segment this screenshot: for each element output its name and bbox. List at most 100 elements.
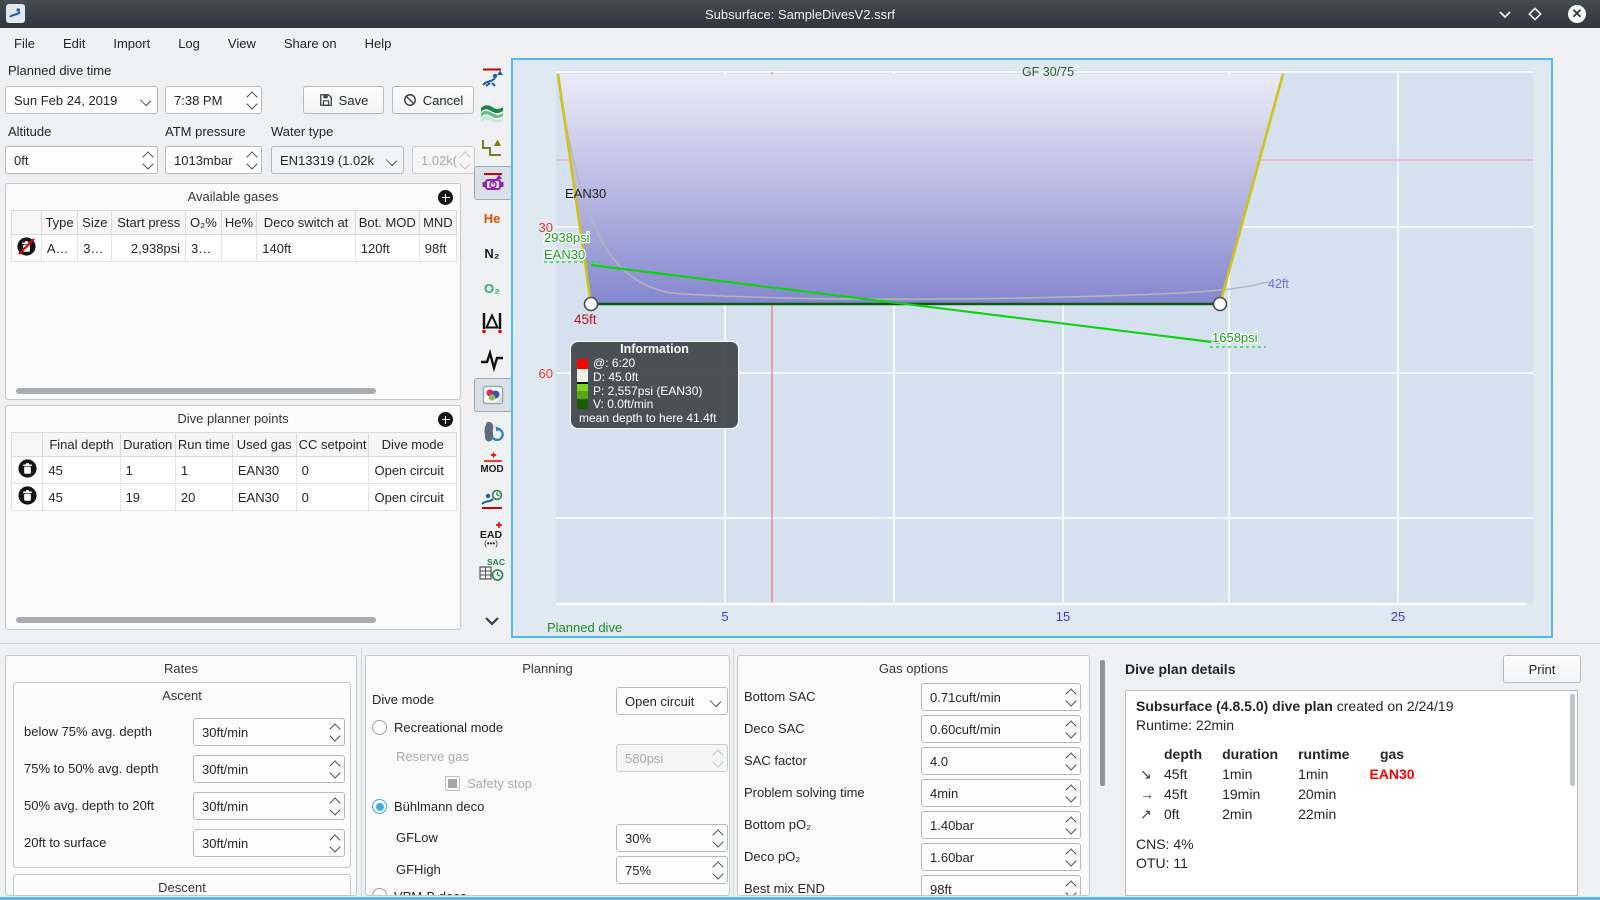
save-button[interactable]: Save [303,86,384,114]
toolbar-button-heartrate[interactable] [474,344,510,376]
toolbar-button-ndl-tts[interactable] [474,484,510,516]
print-button[interactable]: Print [1503,655,1581,683]
toolbar-button-tank-bar[interactable] [474,306,510,338]
table-cell[interactable]: 22min [1298,806,1337,822]
menu-import[interactable]: Import [113,35,151,51]
bottom-po2-spinbox[interactable]: 1.40bar [921,811,1081,839]
options-vscrollbar[interactable] [1100,660,1105,786]
table-cell[interactable]: 45 [42,483,121,511]
table-cell[interactable]: ↘ [1140,766,1152,782]
altitude-spinbox[interactable]: 0ft [5,146,158,174]
toolbar-button-ead[interactable]: EAD (•••) [474,519,510,551]
toolbar-button-dive-plan[interactable] [474,62,510,94]
buhlmann-deco-radio[interactable] [372,799,387,814]
column-header[interactable]: Used gas [231,432,297,457]
plan-vscrollbar[interactable] [1570,694,1575,786]
planner-handle[interactable] [583,296,599,312]
delete-row-button[interactable] [11,234,42,262]
safety-stop-checkbox[interactable] [445,776,460,791]
spin-arrows-icon[interactable] [142,147,154,173]
toolbar-button-ceiling[interactable] [474,132,510,164]
titlebar[interactable]: Subsurface: SampleDivesV2.ssrf ✕ [0,0,1600,28]
add-point-button[interactable] [438,412,453,427]
table-cell[interactable]: 1 [174,456,233,484]
atm-pressure-spinbox[interactable]: 1013mbar [165,146,262,174]
table-cell[interactable]: EAN30 [231,456,297,484]
toolbar-button-mod[interactable]: MOD [474,449,510,481]
menu-log[interactable]: Log [178,35,200,51]
gflow-spinbox[interactable]: 30% [616,824,728,852]
table-cell[interactable] [1359,785,1424,805]
dive-mode-combo[interactable]: Open circuit [616,687,728,715]
spin-arrows-icon[interactable] [246,87,258,113]
problem-time-spinbox[interactable]: 4min [921,779,1081,807]
table-cell[interactable]: 3… [185,234,222,262]
column-header[interactable]: depth [1164,746,1203,762]
table-cell[interactable]: 19min [1222,786,1261,802]
menu-file[interactable]: File [14,35,35,51]
table-cell[interactable]: A… [40,234,79,262]
maximize-button[interactable] [1526,5,1544,23]
rate-spinbox[interactable]: 30ft/min [193,718,345,746]
column-header[interactable]: Final depth [42,432,121,457]
table-cell[interactable]: 2,938psi [111,234,187,262]
vpmb-deco-radio[interactable] [372,888,387,895]
points-hscrollbar[interactable] [16,617,376,623]
toolbar-button-tissues[interactable] [474,416,510,448]
table-cell[interactable]: Open circuit [368,483,457,511]
table-cell[interactable]: 0 [295,456,370,484]
table-cell[interactable]: 1min [1298,766,1329,782]
dive-profile-chart[interactable]: GF 30/75 EAN30 2938psi EAN30 45ft 42ft 1… [511,58,1553,638]
menu-help[interactable]: Help [364,35,392,51]
column-header[interactable]: O₂% [185,210,222,235]
table-cell[interactable]: 0 [295,483,370,511]
table-cell[interactable]: EAN30 [231,483,297,511]
toolbar-button-pn-he[interactable]: He [474,202,510,234]
table-cell[interactable]: EAN30 [1369,766,1415,782]
column-header[interactable]: CC setpoint [295,432,370,457]
table-cell[interactable]: 20min [1298,786,1337,802]
column-header[interactable]: Deco switch at [256,210,356,235]
column-header[interactable]: Type [40,210,79,235]
table-cell[interactable]: 1min [1222,766,1253,782]
dive-time-spinbox[interactable]: 7:38 PM [165,86,262,114]
table-cell[interactable]: 45 [42,456,121,484]
dive-plan-notes[interactable]: Subsurface (4.8.5.0) dive plan created o… [1125,690,1578,896]
close-button[interactable]: ✕ [1568,5,1586,23]
cancel-button[interactable]: Cancel [392,86,474,114]
deco-po2-spinbox[interactable]: 1.60bar [921,843,1081,871]
toolbar-button-pn-o2[interactable]: O₂ [474,272,510,304]
toolbar-button-photos[interactable] [474,378,512,412]
column-header[interactable]: MND [418,210,457,235]
delete-row-button[interactable] [11,483,44,511]
sac-factor-spinbox[interactable]: 4.0 [921,747,1081,775]
column-header[interactable]: Start press [111,210,187,235]
column-header[interactable]: Size [77,210,113,235]
menu-edit[interactable]: Edit [62,35,86,51]
toolbar-button-sac[interactable]: SAC [474,554,510,586]
dive-date-combo[interactable]: Sun Feb 24, 2019 [5,86,158,114]
table-cell[interactable]: 19 [119,483,176,511]
column-header[interactable]: He% [220,210,258,235]
column-header[interactable]: Run time [174,432,233,457]
table-cell[interactable]: 45ft [1164,786,1188,802]
planner-handle[interactable] [1212,296,1228,312]
menu-view[interactable]: View [227,35,256,51]
table-cell[interactable]: 1 [119,456,176,484]
rate-spinbox[interactable]: 30ft/min [193,829,345,857]
table-cell[interactable] [1359,805,1424,825]
minimize-button[interactable] [1496,5,1514,23]
table-cell[interactable]: 45ft [1164,766,1188,782]
column-header[interactable]: gas [1379,746,1405,762]
spin-arrows-icon[interactable] [246,147,258,173]
best-mix-end-spinbox[interactable]: 98ft [921,875,1081,895]
toolbar-button-salinity[interactable] [474,97,510,129]
toolbar-button-setpoint[interactable] [474,166,512,200]
table-cell[interactable]: → [1140,786,1154,802]
table-cell[interactable]: 120ft [354,234,420,262]
dive-profile-plot[interactable]: GF 30/75 EAN30 2938psi EAN30 45ft 42ft 1… [513,60,1551,636]
toolbar-scroll-down-button[interactable] [474,605,510,637]
bottom-sac-spinbox[interactable]: 0.71cuft/min [921,683,1081,711]
gfhigh-spinbox[interactable]: 75% [616,856,728,884]
table-cell[interactable]: Open circuit [368,456,457,484]
